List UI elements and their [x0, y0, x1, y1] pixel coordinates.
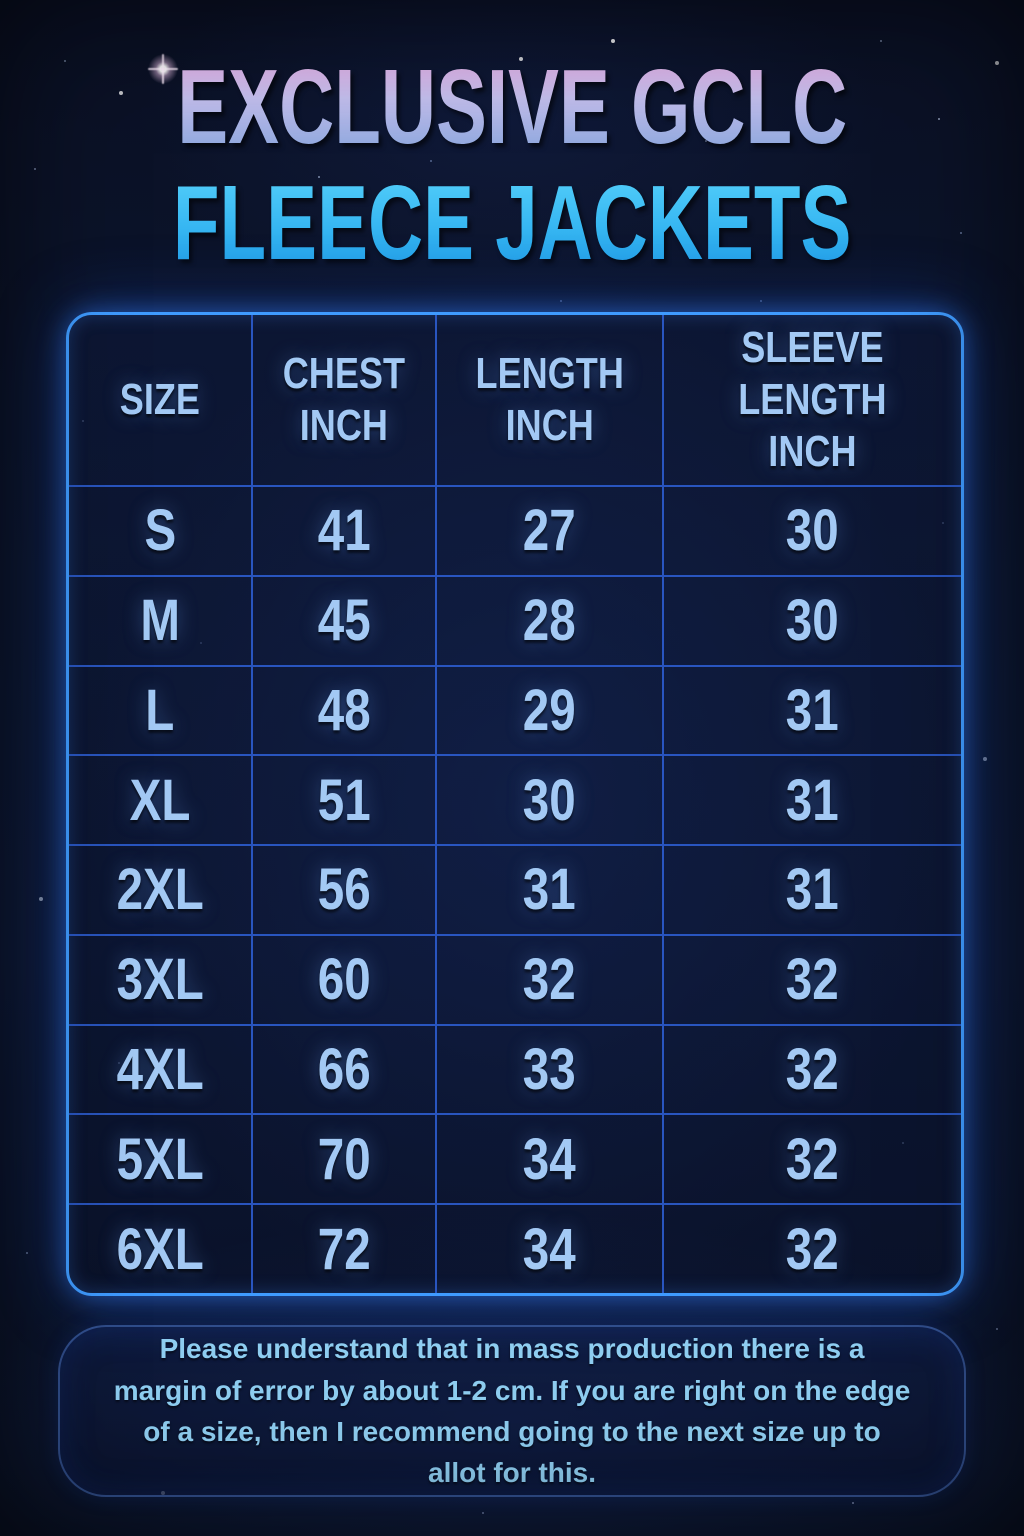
column-header-size: SIZE: [119, 375, 201, 425]
measurement-value: 28: [434, 574, 663, 665]
measurement-value: 45: [250, 574, 435, 665]
measurement-value: 48: [250, 664, 435, 755]
disclaimer-text: Please understand that in mass productio…: [113, 1333, 911, 1489]
measurement-value: 34: [434, 1113, 663, 1204]
measurement-value: 32: [434, 933, 663, 1024]
measurement-value: 72: [250, 1203, 435, 1293]
measurement-value: 29: [434, 664, 663, 755]
size-label: S: [69, 485, 251, 575]
column-header-chest: CHEST INCH: [250, 315, 435, 485]
size-label: 3XL: [69, 933, 251, 1024]
poster-title: EXCLUSIVE GCLC FLEECE JACKETS: [0, 54, 1024, 276]
disclaimer-note: Please understand that in mass productio…: [58, 1325, 966, 1497]
measurement-value: 31: [662, 844, 961, 934]
size-label: 2XL: [69, 844, 251, 934]
size-chart-table: SIZE CHEST INCH LENGTH INCH SLEEVE LENGT…: [66, 312, 964, 1296]
measurement-value: 51: [250, 754, 435, 845]
measurement-value: 60: [250, 933, 435, 1024]
measurement-value: 34: [434, 1203, 663, 1293]
measurement-value: 66: [250, 1023, 435, 1114]
size-label: 6XL: [69, 1203, 251, 1293]
measurement-value: 33: [434, 1023, 663, 1114]
measurement-value: 31: [434, 844, 663, 934]
star-field: [0, 0, 2, 2]
column-header-sleeve: SLEEVE LENGTH INCH: [662, 315, 961, 485]
measurement-value: 31: [662, 754, 961, 845]
size-label: 4XL: [69, 1023, 251, 1114]
measurement-value: 41: [250, 485, 435, 575]
table-grid: SIZE CHEST INCH LENGTH INCH SLEEVE LENGT…: [69, 315, 961, 1293]
title-line-2: FLEECE JACKETS: [0, 170, 1024, 276]
size-label: XL: [69, 754, 251, 844]
size-label: 5XL: [69, 1113, 251, 1203]
measurement-value: 31: [662, 664, 961, 755]
column-header-length: LENGTH INCH: [434, 315, 662, 485]
title-line-1-text: EXCLUSIVE GCLC: [176, 48, 848, 166]
measurement-value: 32: [662, 1203, 961, 1293]
measurement-value: 30: [434, 754, 663, 845]
measurement-value: 70: [250, 1113, 435, 1204]
measurement-value: 32: [662, 1023, 961, 1114]
measurement-value: 30: [662, 485, 961, 575]
measurement-value: 27: [434, 485, 663, 575]
measurement-value: 32: [662, 933, 961, 1024]
title-line-2-text: FLEECE JACKETS: [172, 164, 852, 282]
measurement-value: 30: [662, 574, 961, 665]
measurement-value: 56: [250, 844, 435, 934]
title-line-1: EXCLUSIVE GCLC: [0, 54, 1024, 160]
size-label: M: [69, 574, 251, 665]
measurement-value: 32: [662, 1113, 961, 1204]
size-label: L: [69, 664, 251, 755]
